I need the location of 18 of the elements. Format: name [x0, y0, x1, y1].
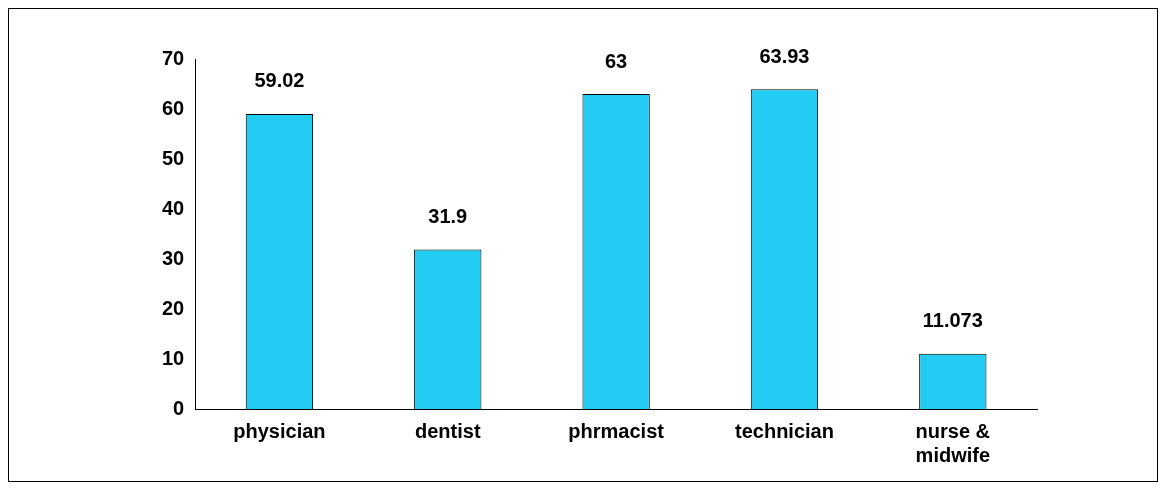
- x-tick-label: nurse & midwife: [915, 419, 991, 466]
- data-label: 59.02: [254, 69, 305, 92]
- y-tick-label: 0: [173, 396, 185, 419]
- y-tick-label: 70: [162, 46, 185, 69]
- data-label: 63.93: [759, 44, 810, 67]
- y-tick-label: 20: [162, 296, 185, 319]
- y-tick-label: 50: [162, 146, 185, 169]
- x-tick-label: phrmacist: [568, 419, 665, 442]
- y-tick-label: 30: [162, 246, 185, 269]
- data-label: 63: [605, 49, 628, 72]
- y-tick-label: 10: [162, 346, 185, 369]
- data-label: 11.073: [922, 309, 983, 332]
- x-tick-label: physician: [233, 419, 326, 442]
- data-label: 31.9: [428, 205, 468, 228]
- x-tick-label: technician: [735, 419, 834, 442]
- y-tick-label: 60: [162, 96, 185, 119]
- y-tick-label: 40: [162, 196, 185, 219]
- x-tick-label: dentist: [414, 419, 481, 442]
